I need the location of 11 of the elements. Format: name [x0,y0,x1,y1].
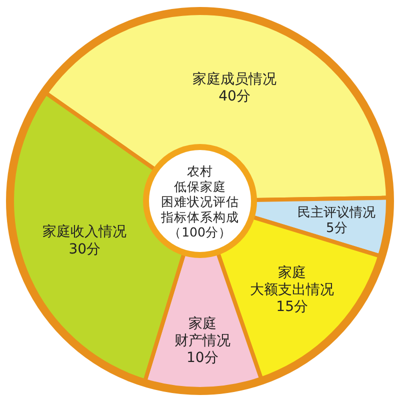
data-label: 30分 [68,241,101,258]
slice-label: 家庭收入情况 [42,224,127,240]
text: 农村低保家庭困难状况评估指标体系构成（100分） [160,163,239,239]
slice-label: 家庭成员情况 [192,72,276,88]
slice-label: 民主评议情况 [298,204,376,220]
data-label: 15分 [276,298,308,315]
slice-label: 家庭财产情况 [174,316,230,349]
data-label: 40分 [218,88,250,105]
slice-label: 家庭大额支出情况 [250,264,334,298]
data-label: 5分 [326,220,348,236]
data-label: 10分 [186,350,218,366]
